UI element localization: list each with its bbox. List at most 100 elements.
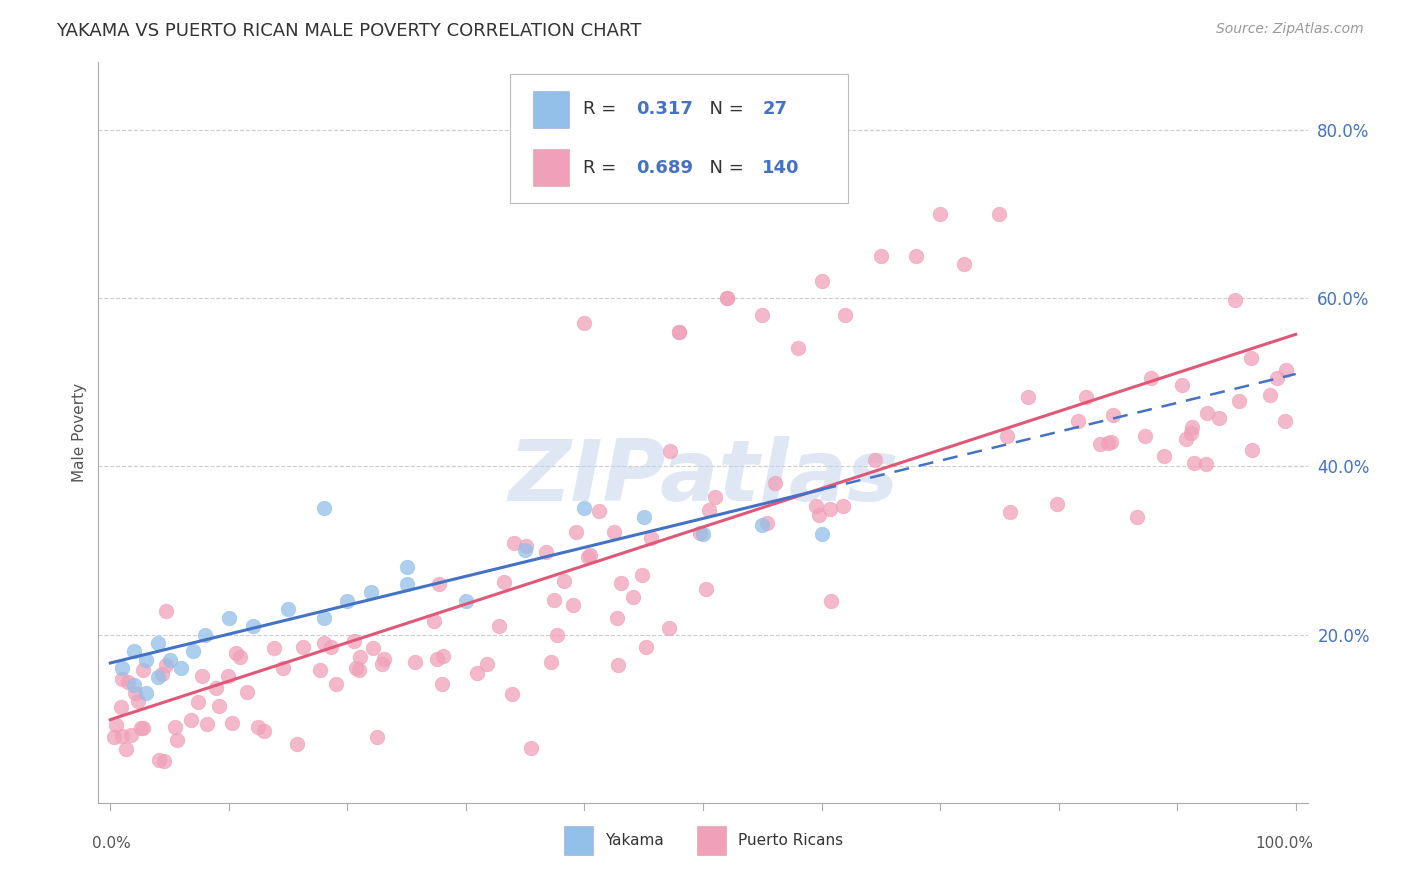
Point — [110, 672, 132, 686]
Point — [501, 687, 523, 701]
Point — [820, 594, 842, 608]
Text: Yakama: Yakama — [605, 833, 664, 848]
Point — [716, 291, 738, 305]
Point — [111, 661, 134, 675]
Point — [312, 501, 335, 516]
Point — [148, 753, 170, 767]
Point — [631, 568, 654, 582]
Point — [574, 501, 596, 516]
Point — [1240, 351, 1263, 365]
Point — [343, 633, 366, 648]
Text: 100.0%: 100.0% — [1256, 836, 1313, 851]
Point — [1197, 406, 1219, 420]
Point — [218, 610, 240, 624]
Text: ZIPatlas: ZIPatlas — [508, 435, 898, 518]
Text: R =: R = — [583, 100, 623, 118]
Point — [929, 207, 952, 221]
Point — [1102, 409, 1125, 423]
Point — [1181, 419, 1204, 434]
Point — [1088, 437, 1111, 451]
Point — [1097, 436, 1119, 450]
Point — [325, 677, 347, 691]
Point — [344, 661, 367, 675]
Point — [404, 655, 426, 669]
Point — [751, 308, 773, 322]
Point — [127, 694, 149, 708]
Point — [366, 730, 388, 744]
Point — [221, 715, 243, 730]
Point — [427, 577, 450, 591]
Point — [349, 650, 371, 665]
Point — [763, 476, 786, 491]
Point — [492, 574, 515, 589]
Point — [110, 699, 132, 714]
Point — [132, 663, 155, 677]
Point — [659, 444, 682, 458]
Point — [1046, 497, 1069, 511]
Point — [755, 516, 778, 530]
Text: N =: N = — [699, 100, 749, 118]
Point — [477, 657, 499, 672]
Point — [180, 713, 202, 727]
Point — [263, 641, 285, 656]
Point — [271, 661, 294, 675]
Point — [1099, 434, 1122, 449]
Point — [810, 526, 832, 541]
Point — [129, 722, 152, 736]
Point — [309, 663, 332, 677]
Point — [217, 669, 239, 683]
Text: 140: 140 — [762, 159, 800, 177]
Point — [831, 499, 853, 513]
Point — [869, 249, 891, 263]
Point — [122, 644, 145, 658]
Point — [1175, 432, 1198, 446]
Point — [170, 661, 193, 675]
Point — [229, 649, 252, 664]
Point — [204, 681, 226, 696]
Text: YAKAMA VS PUERTO RICAN MALE POVERTY CORRELATION CHART: YAKAMA VS PUERTO RICAN MALE POVERTY CORR… — [56, 22, 641, 40]
Point — [952, 257, 974, 271]
Point — [146, 670, 169, 684]
Point — [312, 610, 335, 624]
Point — [430, 677, 453, 691]
Point — [689, 526, 711, 541]
Point — [187, 695, 209, 709]
Point — [395, 560, 418, 574]
Point — [1135, 428, 1157, 442]
Point — [609, 576, 631, 591]
Point — [236, 684, 259, 698]
Point — [155, 658, 177, 673]
Point — [574, 316, 596, 330]
Point — [1076, 390, 1098, 404]
Point — [546, 628, 568, 642]
Point — [1140, 370, 1163, 384]
Point — [905, 249, 928, 263]
Point — [120, 727, 142, 741]
Point — [423, 614, 446, 628]
Text: N =: N = — [699, 159, 749, 177]
Point — [253, 724, 276, 739]
Point — [319, 640, 342, 654]
Point — [519, 741, 541, 756]
Point — [347, 663, 370, 677]
Point — [603, 524, 626, 539]
Point — [808, 508, 831, 522]
Point — [208, 699, 231, 714]
Point — [697, 503, 720, 517]
Point — [135, 686, 157, 700]
Text: 0.689: 0.689 — [637, 159, 693, 177]
Point — [454, 594, 477, 608]
Text: Source: ZipAtlas.com: Source: ZipAtlas.com — [1216, 22, 1364, 37]
Point — [122, 678, 145, 692]
Point — [361, 641, 384, 656]
Point — [246, 720, 269, 734]
Bar — [533, 149, 569, 186]
Point — [287, 737, 309, 751]
Point — [194, 627, 217, 641]
Point — [111, 729, 134, 743]
Point — [465, 665, 488, 680]
Point — [588, 504, 610, 518]
Point — [1153, 449, 1175, 463]
FancyBboxPatch shape — [509, 73, 848, 203]
Point — [165, 721, 187, 735]
